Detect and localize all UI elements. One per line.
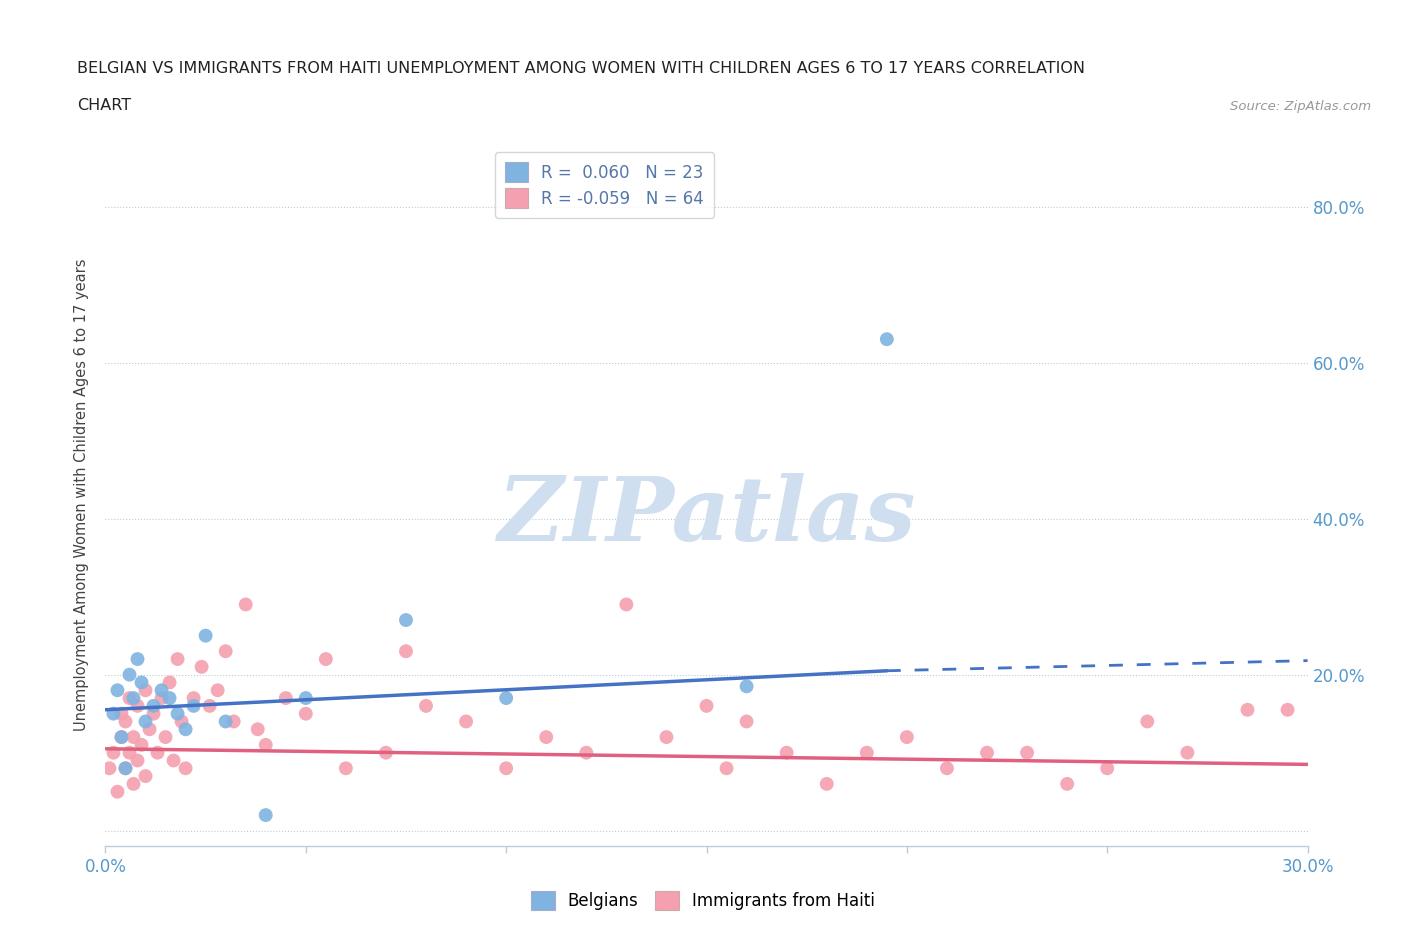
Point <box>138 722 160 737</box>
Point <box>118 667 141 682</box>
Point <box>110 730 132 745</box>
Legend: R =  0.060   N = 23, R = -0.059   N = 64: R = 0.060 N = 23, R = -0.059 N = 64 <box>495 153 714 218</box>
Point <box>142 706 165 721</box>
Point <box>936 761 959 776</box>
Point <box>222 714 245 729</box>
Text: CHART: CHART <box>77 99 131 113</box>
Point <box>575 745 598 760</box>
Point <box>114 761 136 776</box>
Point <box>114 761 136 776</box>
Point <box>214 644 236 658</box>
Point <box>114 714 136 729</box>
Point <box>295 691 318 706</box>
Point <box>98 761 121 776</box>
Point <box>876 332 898 347</box>
Point <box>135 714 157 729</box>
Point <box>815 777 838 791</box>
Point <box>454 714 477 729</box>
Point <box>159 691 181 706</box>
Point <box>735 714 758 729</box>
Point <box>166 706 188 721</box>
Point <box>1017 745 1039 760</box>
Text: Source: ZipAtlas.com: Source: ZipAtlas.com <box>1230 100 1371 113</box>
Point <box>174 722 197 737</box>
Point <box>1136 714 1159 729</box>
Point <box>135 768 157 783</box>
Point <box>174 761 197 776</box>
Point <box>1056 777 1078 791</box>
Point <box>122 691 145 706</box>
Point <box>616 597 638 612</box>
Point <box>103 706 125 721</box>
Point <box>1177 745 1199 760</box>
Point <box>534 730 557 745</box>
Point <box>855 745 877 760</box>
Point <box>1277 702 1299 717</box>
Point <box>495 691 517 706</box>
Point <box>162 753 184 768</box>
Point <box>315 652 337 667</box>
Point <box>235 597 257 612</box>
Point <box>198 698 221 713</box>
Point <box>127 698 149 713</box>
Point <box>131 675 153 690</box>
Point <box>374 745 398 760</box>
Text: BELGIAN VS IMMIGRANTS FROM HAITI UNEMPLOYMENT AMONG WOMEN WITH CHILDREN AGES 6 T: BELGIAN VS IMMIGRANTS FROM HAITI UNEMPLO… <box>77 61 1085 76</box>
Point <box>395 644 418 658</box>
Point <box>295 706 318 721</box>
Point <box>495 761 517 776</box>
Point <box>118 691 141 706</box>
Point <box>110 706 132 721</box>
Point <box>131 737 153 752</box>
Point <box>150 683 173 698</box>
Point <box>110 730 132 745</box>
Point <box>183 691 205 706</box>
Point <box>395 613 418 628</box>
Point <box>976 745 998 760</box>
Point <box>170 714 193 729</box>
Point <box>127 652 149 667</box>
Point <box>415 698 437 713</box>
Point <box>155 730 177 745</box>
Point <box>254 807 277 822</box>
Point <box>716 761 738 776</box>
Point <box>142 698 165 713</box>
Point <box>1097 761 1119 776</box>
Point <box>159 675 181 690</box>
Point <box>146 745 169 760</box>
Point <box>214 714 236 729</box>
Point <box>655 730 678 745</box>
Point <box>194 629 217 644</box>
Point <box>166 652 188 667</box>
Point <box>150 691 173 706</box>
Point <box>135 683 157 698</box>
Point <box>1236 702 1258 717</box>
Point <box>254 737 277 752</box>
Point <box>122 730 145 745</box>
Point <box>190 659 212 674</box>
Point <box>335 761 357 776</box>
Point <box>183 698 205 713</box>
Point <box>696 698 718 713</box>
Point <box>107 683 129 698</box>
Point <box>207 683 229 698</box>
Point <box>735 679 758 694</box>
Y-axis label: Unemployment Among Women with Children Ages 6 to 17 years: Unemployment Among Women with Children A… <box>75 259 90 732</box>
Point <box>122 777 145 791</box>
Point <box>103 745 125 760</box>
Point <box>776 745 799 760</box>
Point <box>246 722 269 737</box>
Legend: Belgians, Immigrants from Haiti: Belgians, Immigrants from Haiti <box>524 884 882 917</box>
Point <box>274 691 297 706</box>
Point <box>896 730 918 745</box>
Point <box>107 784 129 799</box>
Point <box>118 745 141 760</box>
Point <box>127 753 149 768</box>
Text: ZIPatlas: ZIPatlas <box>498 473 915 560</box>
